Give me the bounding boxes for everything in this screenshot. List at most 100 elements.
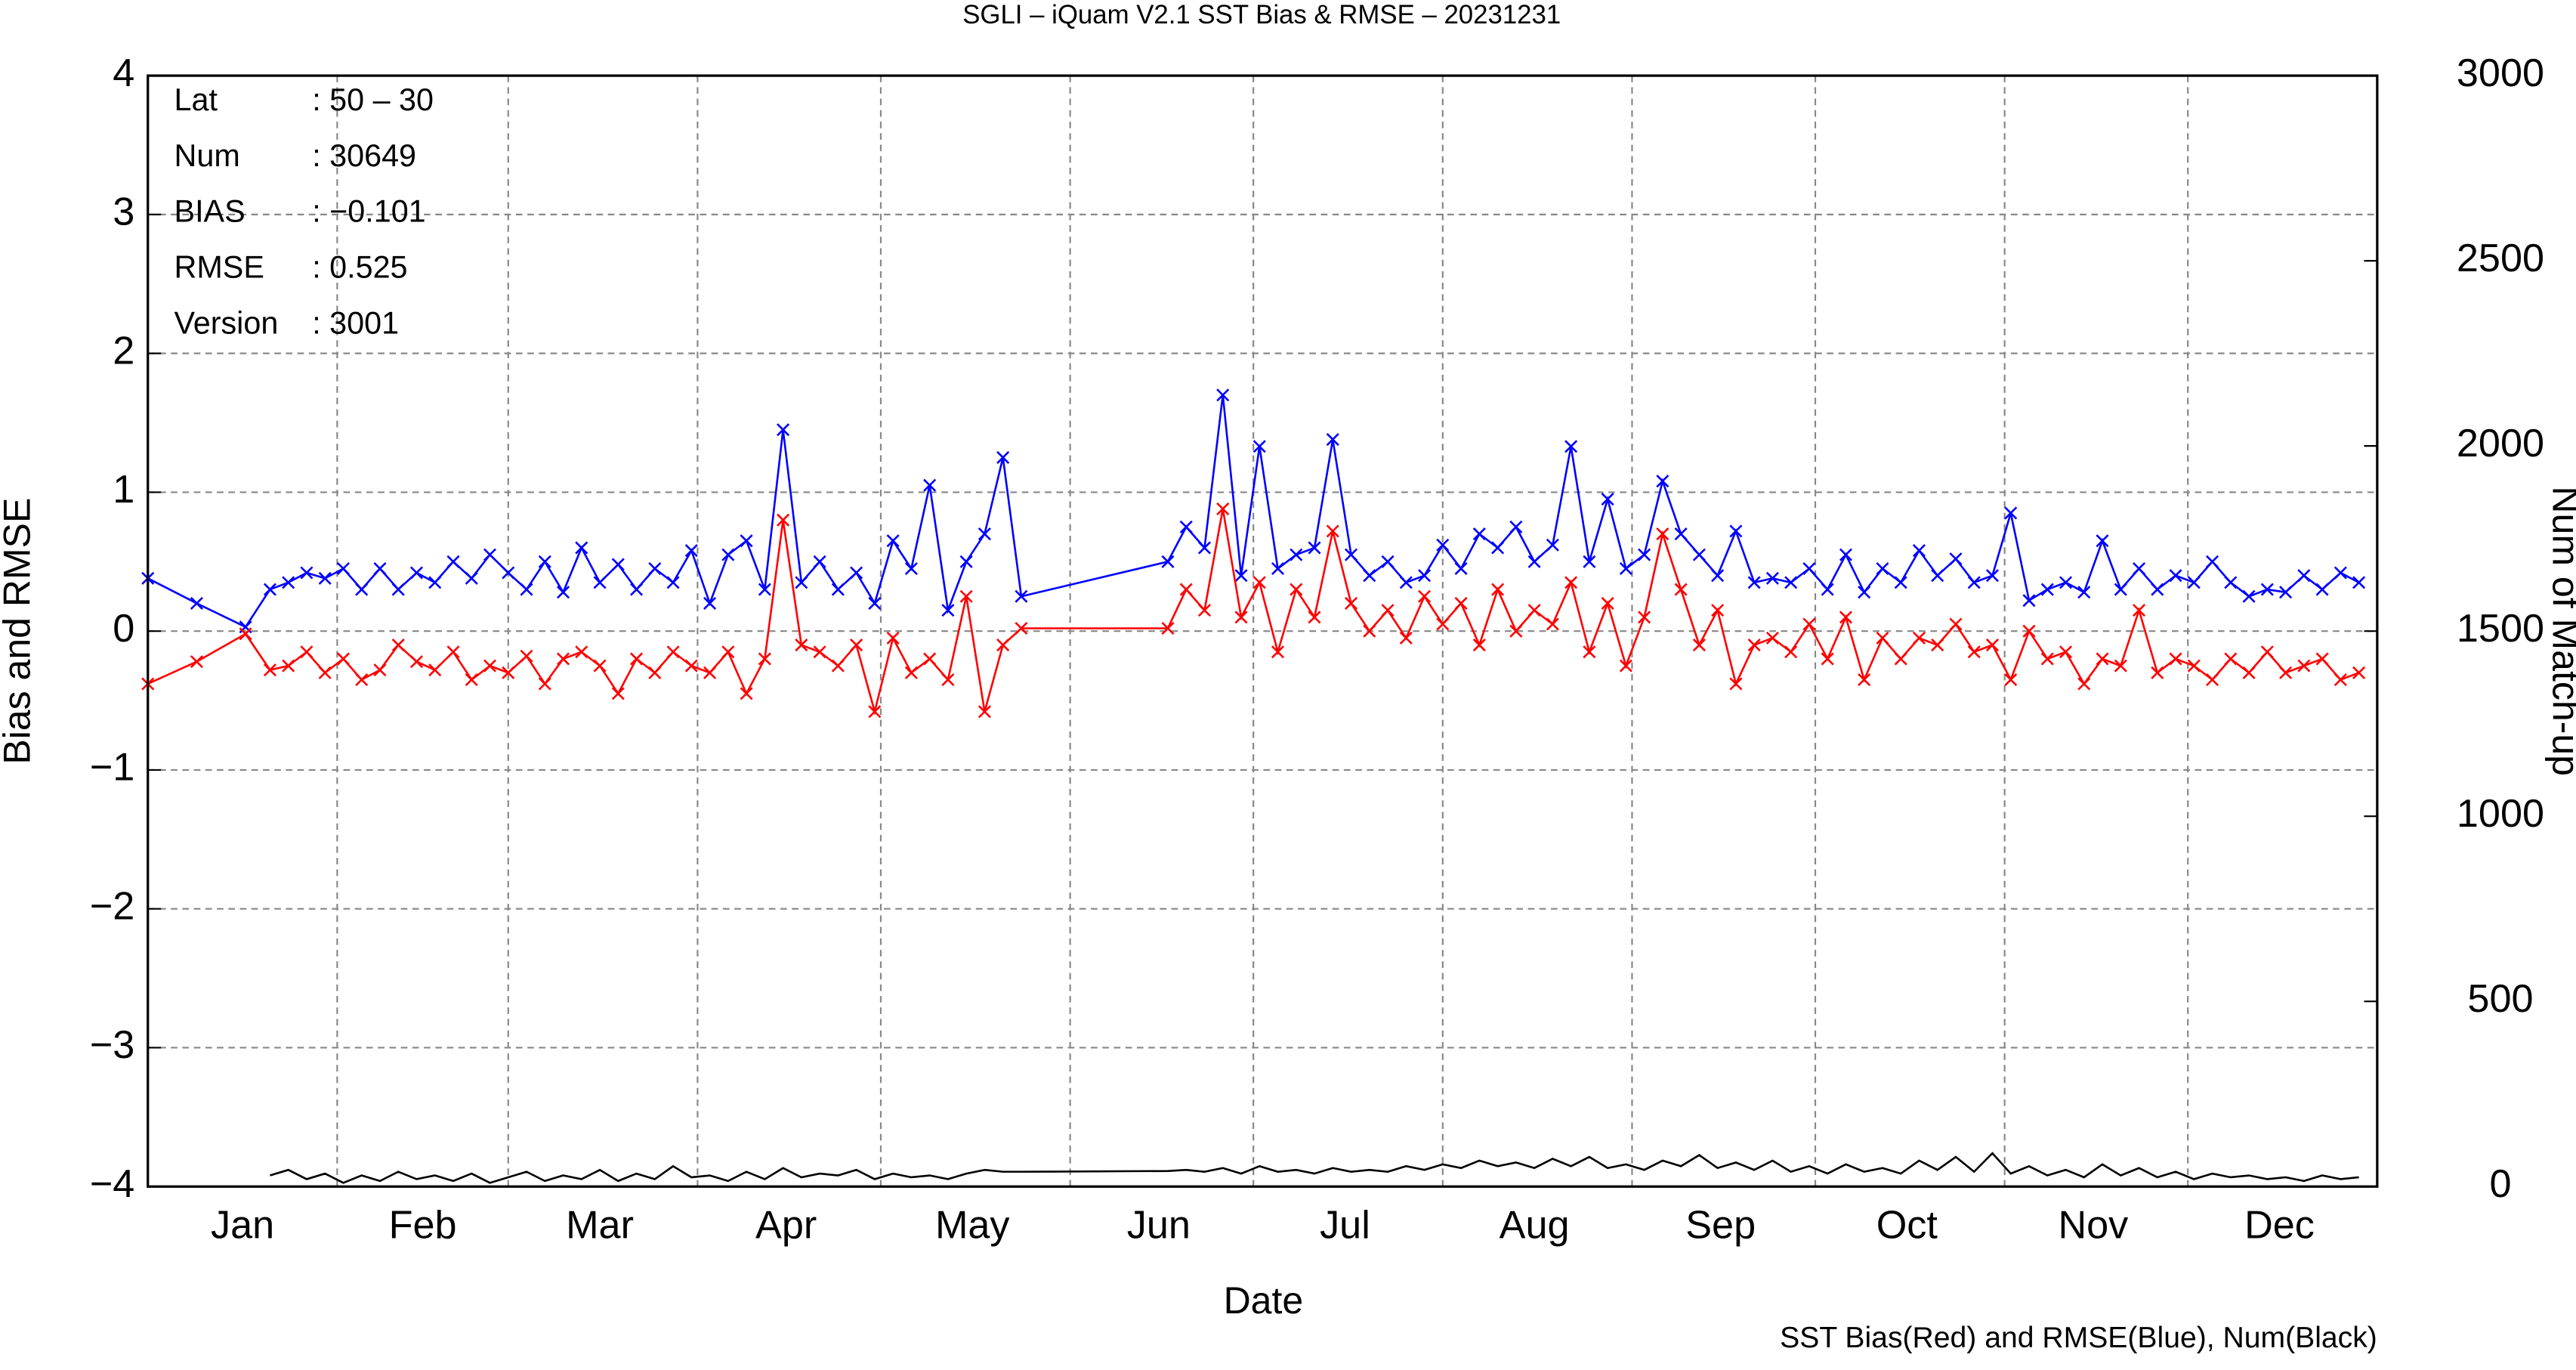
data-marker <box>684 544 698 558</box>
data-marker <box>1858 586 1871 599</box>
y-tick-label: 2 <box>113 329 134 373</box>
x-tick-label: Apr <box>755 1203 817 1247</box>
data-marker <box>1015 589 1028 603</box>
data-marker <box>2187 659 2201 673</box>
data-marker <box>813 555 826 568</box>
data-marker <box>648 561 662 576</box>
data-marker <box>1399 576 1413 589</box>
data-marker <box>1747 639 1761 652</box>
data-marker <box>978 527 991 541</box>
data-marker <box>1821 652 1834 666</box>
y-tick-label: 4 <box>113 51 134 95</box>
data-marker <box>1344 548 1358 561</box>
data-marker <box>1858 673 1871 687</box>
data-marker <box>1326 433 1339 447</box>
data-marker <box>2077 677 2091 691</box>
data-marker <box>941 673 955 687</box>
data-marker <box>2315 583 2329 596</box>
data-marker <box>1454 596 1468 610</box>
data-marker <box>2114 583 2127 596</box>
data-marker <box>1290 548 1303 561</box>
data-marker <box>190 596 203 610</box>
data-marker <box>1912 544 1926 558</box>
data-marker <box>373 663 387 677</box>
data-marker <box>1381 604 1395 617</box>
data-marker <box>831 583 845 596</box>
data-marker <box>1674 583 1688 596</box>
data-marker <box>1527 604 1541 617</box>
data-marker <box>2315 652 2329 666</box>
data-marker <box>740 534 753 548</box>
data-marker <box>1418 569 1432 583</box>
data-marker <box>886 631 900 645</box>
data-marker <box>239 627 252 641</box>
data-marker <box>795 576 808 589</box>
data-marker <box>831 659 845 673</box>
data-marker <box>1234 611 1248 624</box>
data-marker <box>300 645 314 659</box>
data-marker <box>1912 631 1926 645</box>
data-marker <box>740 687 753 700</box>
data-marker <box>1876 561 1889 576</box>
data-marker <box>502 666 515 679</box>
data-marker <box>703 596 717 610</box>
data-marker <box>538 677 551 691</box>
x-tick-label: Dec <box>2244 1203 2315 1247</box>
y2-tick-label: 500 <box>2467 977 2533 1021</box>
data-marker <box>1546 617 1559 631</box>
data-marker <box>1381 555 1395 568</box>
chart-title: SGLI – iQuam V2.1 SST Bias & RMSE – 2023… <box>962 1 1561 29</box>
data-marker <box>1931 569 1944 583</box>
data-marker <box>2004 506 2018 520</box>
data-marker <box>2242 666 2256 679</box>
data-marker <box>1802 617 1816 631</box>
data-marker <box>1491 541 1505 555</box>
data-marker <box>2169 652 2182 666</box>
data-marker <box>355 583 369 596</box>
data-marker <box>1399 631 1413 645</box>
data-marker <box>1839 611 1852 624</box>
data-marker <box>538 555 551 568</box>
data-marker <box>850 566 863 580</box>
data-marker <box>1271 561 1285 576</box>
data-marker <box>1692 548 1706 561</box>
data-marker <box>446 645 460 659</box>
data-marker <box>1197 541 1212 555</box>
data-marker <box>336 652 350 666</box>
data-marker <box>611 687 625 700</box>
x-tick-label: May <box>935 1203 1010 1247</box>
y-tick-label: 0 <box>113 607 134 651</box>
data-marker <box>409 655 424 669</box>
data-marker <box>1472 527 1486 541</box>
data-marker <box>1509 520 1523 533</box>
y-tick-label: −4 <box>90 1162 135 1206</box>
data-marker <box>666 645 680 659</box>
data-marker <box>1985 639 2000 652</box>
data-marker <box>263 583 276 596</box>
data-marker <box>2334 566 2347 580</box>
data-marker <box>611 558 625 571</box>
data-marker <box>777 423 790 437</box>
data-marker <box>1784 645 1798 659</box>
data-marker <box>666 576 680 589</box>
data-marker <box>1161 621 1175 636</box>
data-marker <box>1619 561 1632 576</box>
data-marker <box>318 666 332 679</box>
x-tick-label: Aug <box>1500 1203 1570 1247</box>
data-marker <box>1821 583 1834 596</box>
data-marker <box>1674 527 1688 541</box>
data-marker <box>556 586 570 599</box>
data-marker <box>2133 604 2146 617</box>
data-marker <box>1692 639 1706 652</box>
data-marker <box>2224 576 2238 589</box>
data-marker <box>1601 596 1614 610</box>
data-marker <box>648 666 662 679</box>
note: SST Bias(Red) and RMSE(Blue), Num(Black) <box>1780 1322 2377 1354</box>
info-value: : 0.525 <box>312 250 407 285</box>
data-marker <box>465 673 478 687</box>
data-marker <box>2169 569 2182 583</box>
y2-axis-label: Num of Match-up <box>2544 486 2576 775</box>
data-marker <box>2133 561 2146 576</box>
data-marker <box>1765 571 1779 585</box>
